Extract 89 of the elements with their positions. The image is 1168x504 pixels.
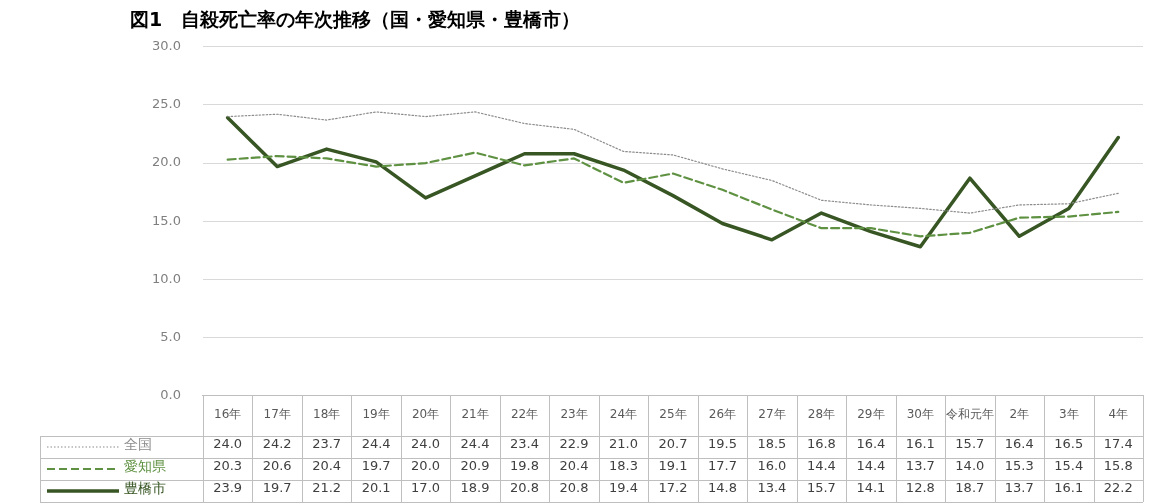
data-label: 15.4 [1054,458,1084,473]
data-label: 13.7 [905,458,935,473]
text: 全国 [124,436,152,452]
data-label: 20.8 [559,480,589,495]
data-label: 14.8 [707,480,737,495]
data-label: 18.5 [757,436,787,451]
y-tick-label: 15.0 [151,212,181,228]
x-tick-label: 25年 [659,406,687,421]
x-tick-label: 17年 [263,406,291,421]
x-tick-label: 令和元年 [945,406,994,421]
x-tick-label: 3年 [1058,406,1079,421]
data-label: 23.4 [510,436,539,451]
x-tick-label: 19年 [362,406,390,421]
data-label: 17.7 [707,458,737,473]
x-tick-label: 23年 [560,406,588,421]
x-tick-label: 26年 [708,406,737,421]
data-label: 18.9 [460,480,490,495]
data-label: 16.8 [806,436,836,451]
data-label: 20.7 [658,436,688,451]
data-label: 16.4 [1004,436,1034,451]
data-label: 19.5 [707,436,737,451]
data-label: 22.2 [1103,480,1133,495]
x-tick-label: 28年 [807,406,836,421]
data-label: 23.9 [213,480,243,495]
y-tick-label: 5.0 [160,328,181,344]
y-tick-label: 20.0 [151,154,181,170]
data-label: 14.4 [856,458,886,473]
line-series [227,111,1119,214]
x-tick-label: 20年 [411,406,440,421]
x-tick-label: 24年 [609,406,638,421]
x-tick-label: 29年 [857,406,885,421]
data-label: 17.2 [658,480,688,495]
data-label: 24.0 [411,436,441,451]
data-label: 17.4 [1103,436,1133,451]
data-label: 20.3 [213,458,243,473]
data-label: 16.1 [905,436,935,451]
data-label: 19.1 [658,458,688,473]
y-tick-label: 25.0 [151,96,181,112]
data-label: 15.3 [1004,458,1034,473]
data-label: 19.8 [510,458,539,473]
data-label: 21.2 [312,480,342,495]
x-tick-label: 18年 [313,406,341,421]
data-label: 16.1 [1054,480,1084,495]
data-label: 24.0 [213,436,243,451]
data-label: 21.0 [609,436,638,451]
y-tick-label: 10.0 [151,270,181,286]
data-label: 16.5 [1054,436,1084,451]
data-label: 20.8 [510,480,539,495]
data-label: 24.4 [460,436,490,451]
data-label: 20.9 [460,458,490,473]
data-label: 15.7 [806,480,836,495]
y-tick-label: 30.0 [151,38,181,54]
data-label: 20.4 [559,458,589,473]
data-label: 18.3 [609,458,638,473]
data-label: 20.4 [312,458,342,473]
data-label: 19.7 [262,480,292,495]
text: 愛知県 [124,458,166,474]
chart-title: 図1 自殺死亡率の年次推移（国・愛知県・豊橋市） [130,8,581,31]
data-label: 14.1 [856,480,886,495]
x-tick-label: 22年 [510,406,539,421]
data-label: 13.7 [1004,480,1034,495]
data-label: 12.8 [905,480,935,495]
line-series [226,151,1120,238]
data-label: 24.4 [361,436,391,451]
data-label: 13.4 [757,480,787,495]
data-label: 20.6 [262,458,292,473]
data-label: 15.8 [1103,458,1133,473]
x-tick-label: 27年 [758,406,786,421]
x-tick-label: 21年 [461,406,489,421]
text: 豊橋市 [124,480,166,496]
data-label: 14.4 [806,458,836,473]
data-label: 19.4 [609,480,638,495]
data-label: 22.9 [559,436,589,451]
x-tick-label: 16年 [214,406,242,421]
data-label: 18.7 [955,480,985,495]
y-tick-label: 0.0 [160,386,181,402]
data-label: 23.7 [312,436,342,451]
x-tick-label: 2年 [1009,406,1030,421]
data-label: 20.0 [411,458,441,473]
data-label: 14.0 [955,458,985,473]
x-tick-label: 30年 [906,406,934,421]
data-label: 16.0 [757,458,787,473]
data-label: 20.1 [361,480,391,495]
data-label: 15.7 [955,436,985,451]
x-tick-label: 4年 [1108,406,1129,421]
data-label: 17.0 [411,480,441,495]
data-label: 19.7 [361,458,391,473]
data-label: 24.2 [262,436,292,451]
data-label: 16.4 [856,436,886,451]
